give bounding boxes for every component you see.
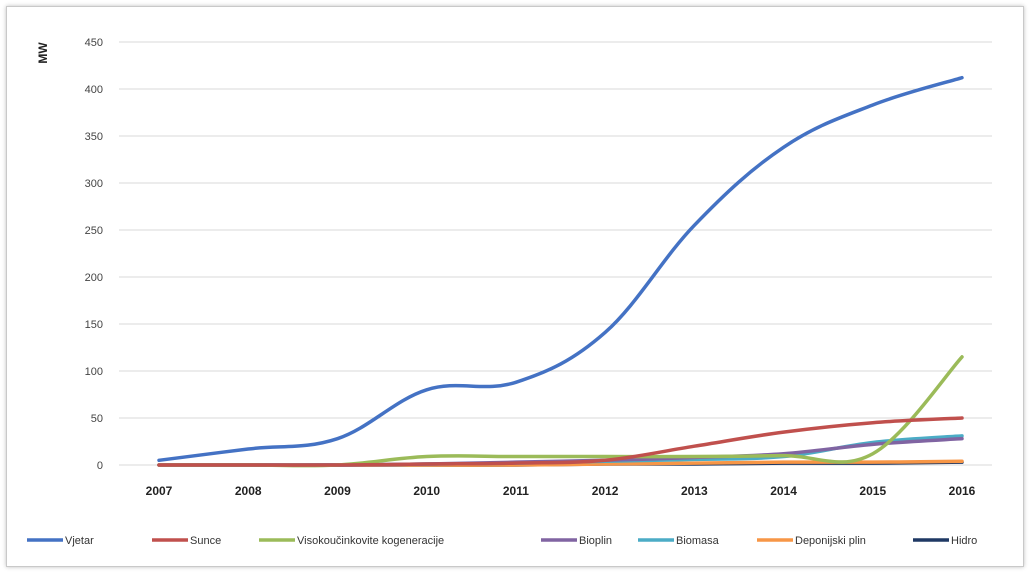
y-axis-ticks: 0 50 100 150 200 250 300 350 400 450 [85, 37, 103, 472]
y-tick-label: 100 [85, 366, 103, 378]
x-tick-label: 2013 [681, 484, 708, 498]
series-line-visokou-inkovite-kogeneracije [157, 355, 964, 468]
x-axis-ticks: 2007 2008 2009 2010 2011 2012 2013 2014 2015 2016 [146, 484, 976, 498]
gridlines [119, 41, 992, 466]
y-tick-label: 350 [85, 131, 103, 143]
series-line-vjetar [157, 75, 964, 463]
x-tick-label: 2012 [592, 484, 619, 498]
legend-label: Bioplin [579, 535, 612, 547]
y-tick-label: 150 [85, 319, 103, 331]
line-chart: 0 50 100 150 200 250 300 350 400 450 2007 2008 2009… [27, 37, 992, 547]
x-tick-label: 2011 [503, 484, 529, 498]
y-tick-label: 300 [85, 178, 103, 190]
series-lines [157, 75, 964, 468]
legend-label: Hidro [951, 535, 977, 547]
x-tick-label: 2015 [859, 484, 886, 498]
y-tick-label: 50 [91, 413, 103, 425]
series-line-sunce [157, 416, 964, 467]
y-tick-label: 0 [97, 460, 103, 472]
legend-label: Visokoučinkovite kogeneracije [297, 535, 444, 547]
x-tick-label: 2009 [324, 484, 351, 498]
legend-label: Vjetar [65, 535, 94, 547]
legend-label: Biomasa [676, 535, 720, 547]
y-tick-label: 200 [85, 272, 103, 284]
legend-label: Deponijski plin [795, 535, 866, 547]
y-axis-label: MW [36, 42, 50, 64]
x-tick-label: 2010 [413, 484, 440, 498]
x-tick-label: 2014 [770, 484, 797, 498]
y-tick-label: 250 [85, 225, 103, 237]
x-tick-label: 2007 [146, 484, 173, 498]
legend: Vjetar Sunce Visokoučinkovite kogeneracije… [27, 535, 977, 547]
legend-label: Sunce [190, 535, 221, 547]
chart-frame: 0 50 100 150 200 250 300 350 400 450 2007 2008 2009… [6, 6, 1024, 567]
y-tick-label: 400 [85, 84, 103, 96]
y-tick-label: 450 [85, 37, 103, 49]
x-tick-label: 2008 [235, 484, 262, 498]
x-tick-label: 2016 [949, 484, 976, 498]
